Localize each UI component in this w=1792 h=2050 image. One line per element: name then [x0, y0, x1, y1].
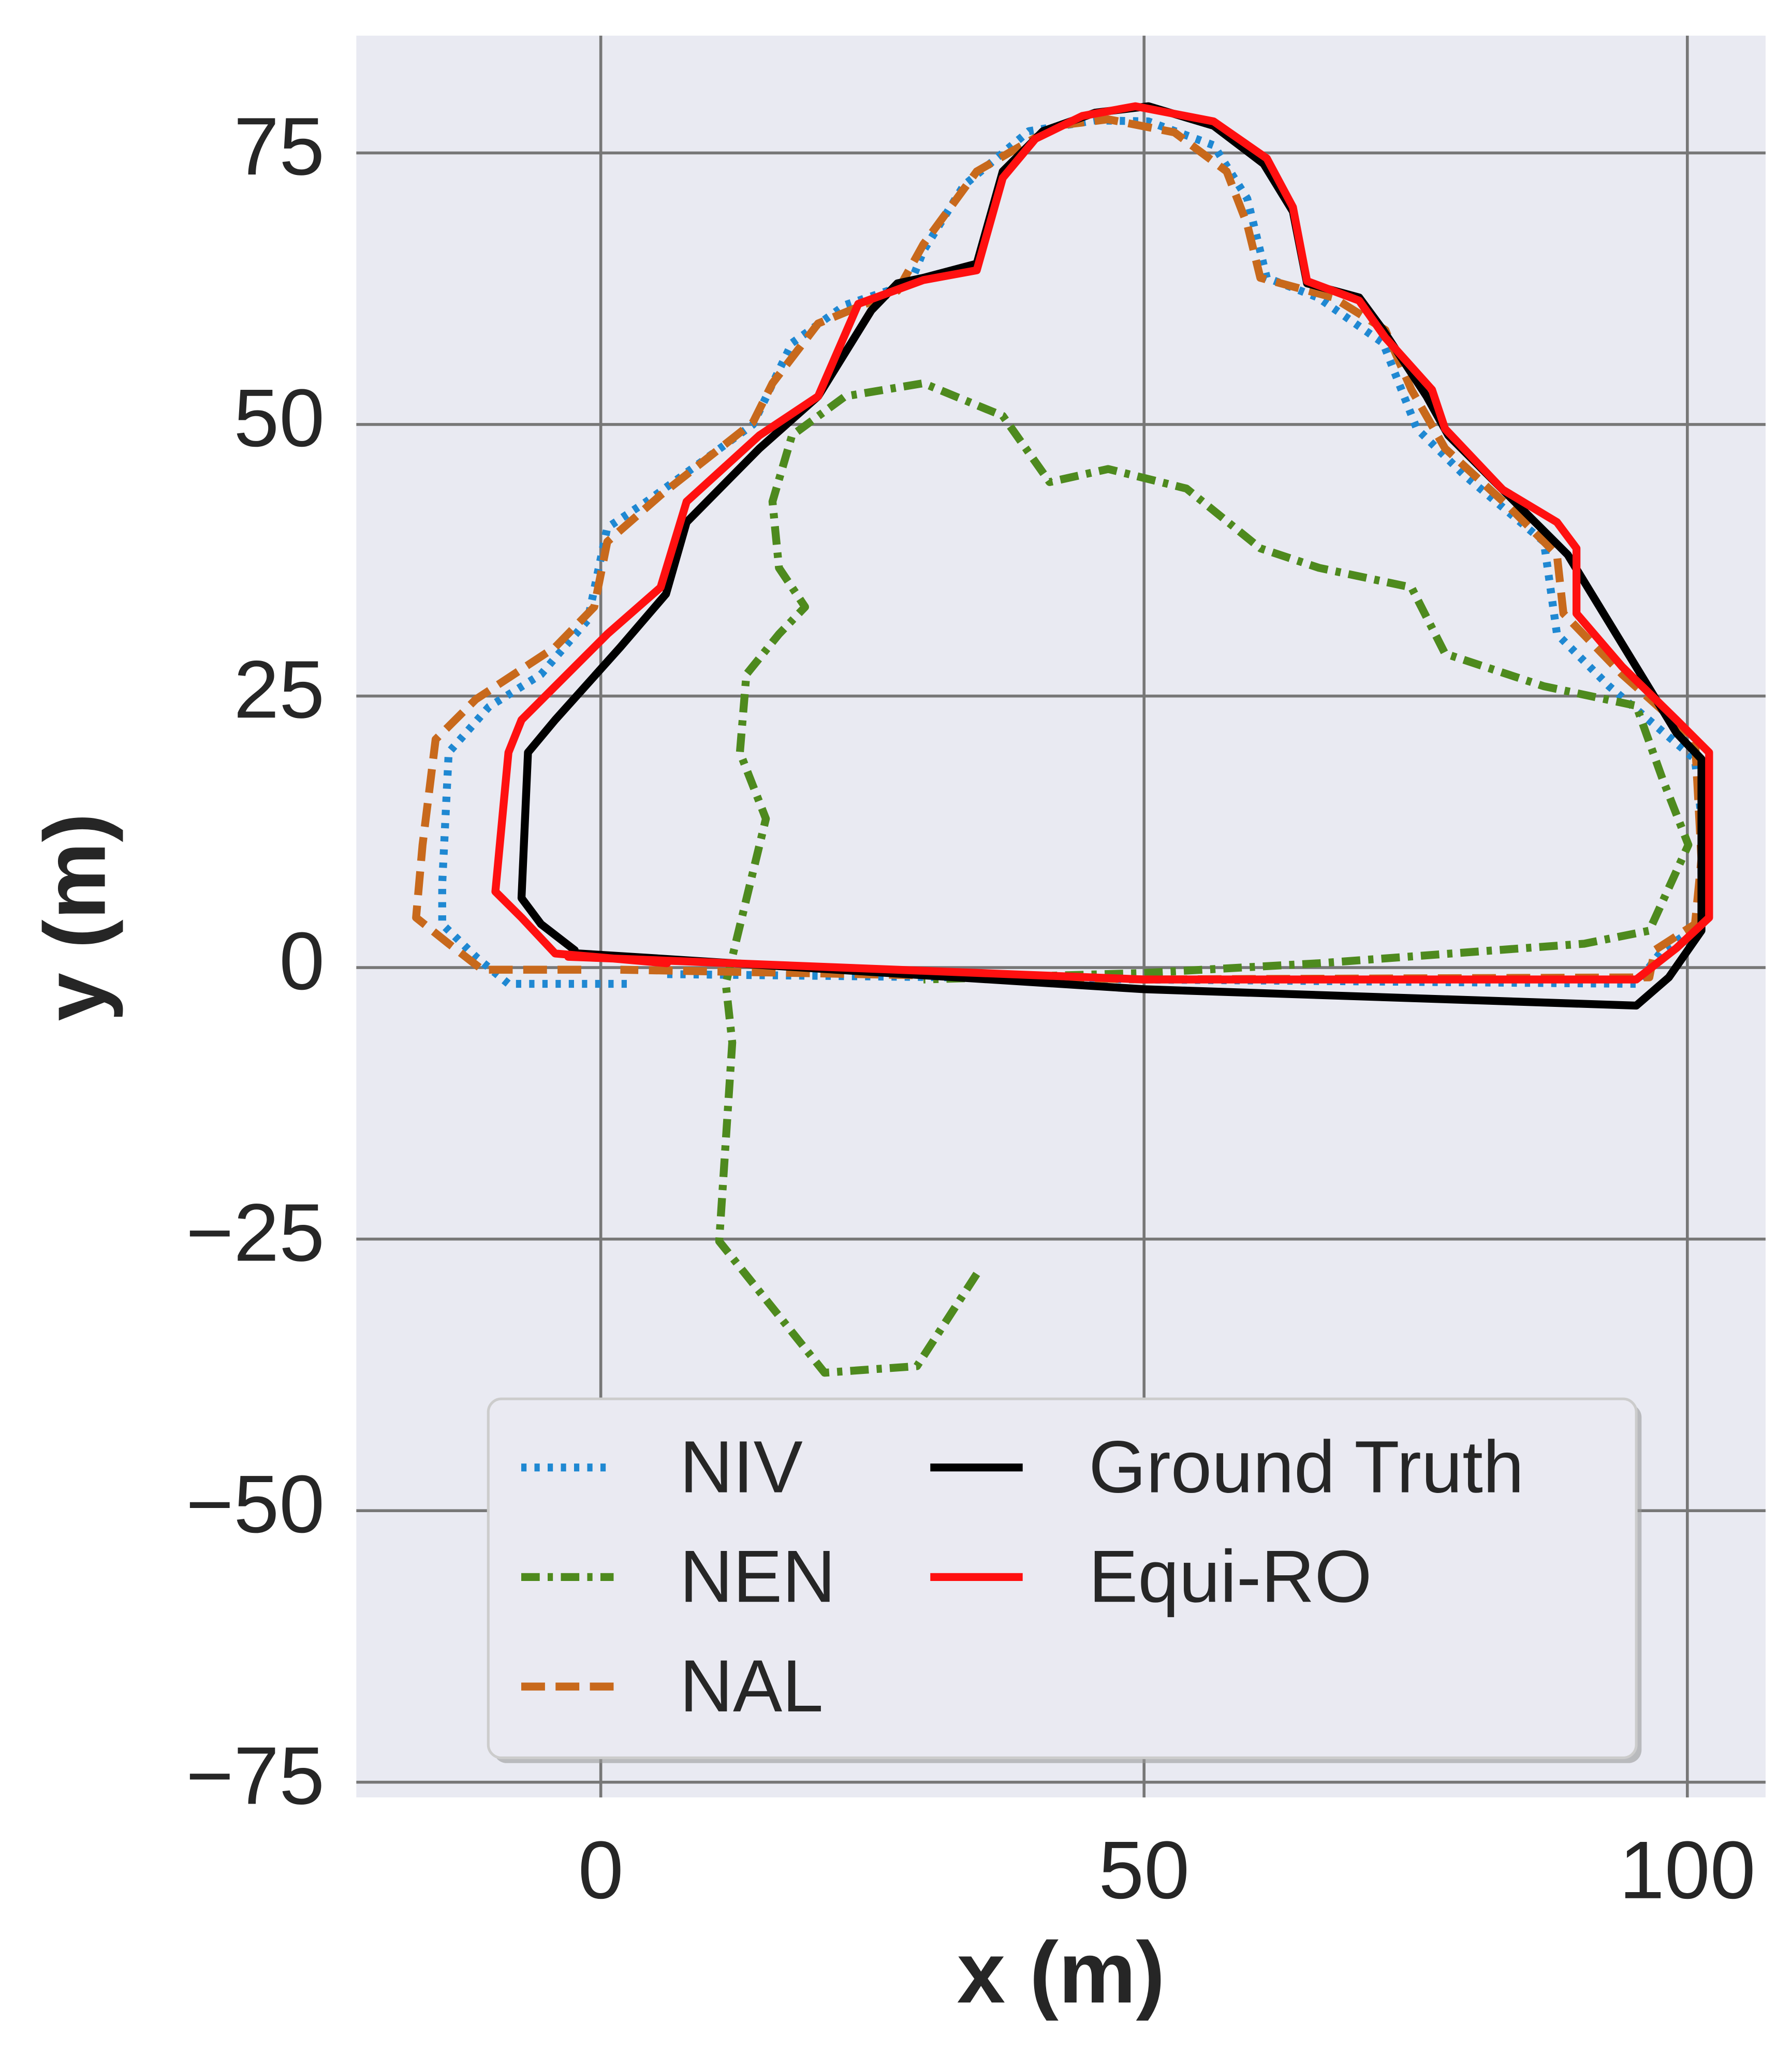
y-tick-label: 75 [233, 101, 325, 192]
x-tick-label: 0 [578, 1825, 624, 1916]
grid [356, 35, 1766, 1798]
lines [412, 102, 1713, 1377]
y-tick-label: 25 [233, 644, 325, 735]
legend-label: NAL [680, 1645, 824, 1727]
legend-label: Ground Truth [1089, 1426, 1524, 1509]
y-tick-label: 50 [233, 373, 325, 464]
legend-label: NIV [680, 1426, 803, 1509]
y-tick-label: 0 [279, 916, 325, 1007]
y-tick-label: −50 [186, 1459, 325, 1550]
x-tick-label: 50 [1098, 1825, 1189, 1916]
legend-box [487, 1397, 1638, 1760]
legend: NIV NEN NAL Ground Truth Equi-RO [487, 1397, 1642, 1763]
legend-label: Equi-RO [1089, 1535, 1372, 1618]
series-line [491, 102, 1713, 984]
y-tick-label: −75 [186, 1730, 325, 1821]
x-axis-label: x (m) [957, 1924, 1165, 2021]
y-axis-label: y (m) [26, 813, 124, 1021]
series-line [715, 379, 1693, 1377]
x-tick-label: 100 [1619, 1825, 1756, 1916]
y-tick-label: −25 [186, 1187, 325, 1278]
legend-label: NEN [680, 1535, 835, 1618]
